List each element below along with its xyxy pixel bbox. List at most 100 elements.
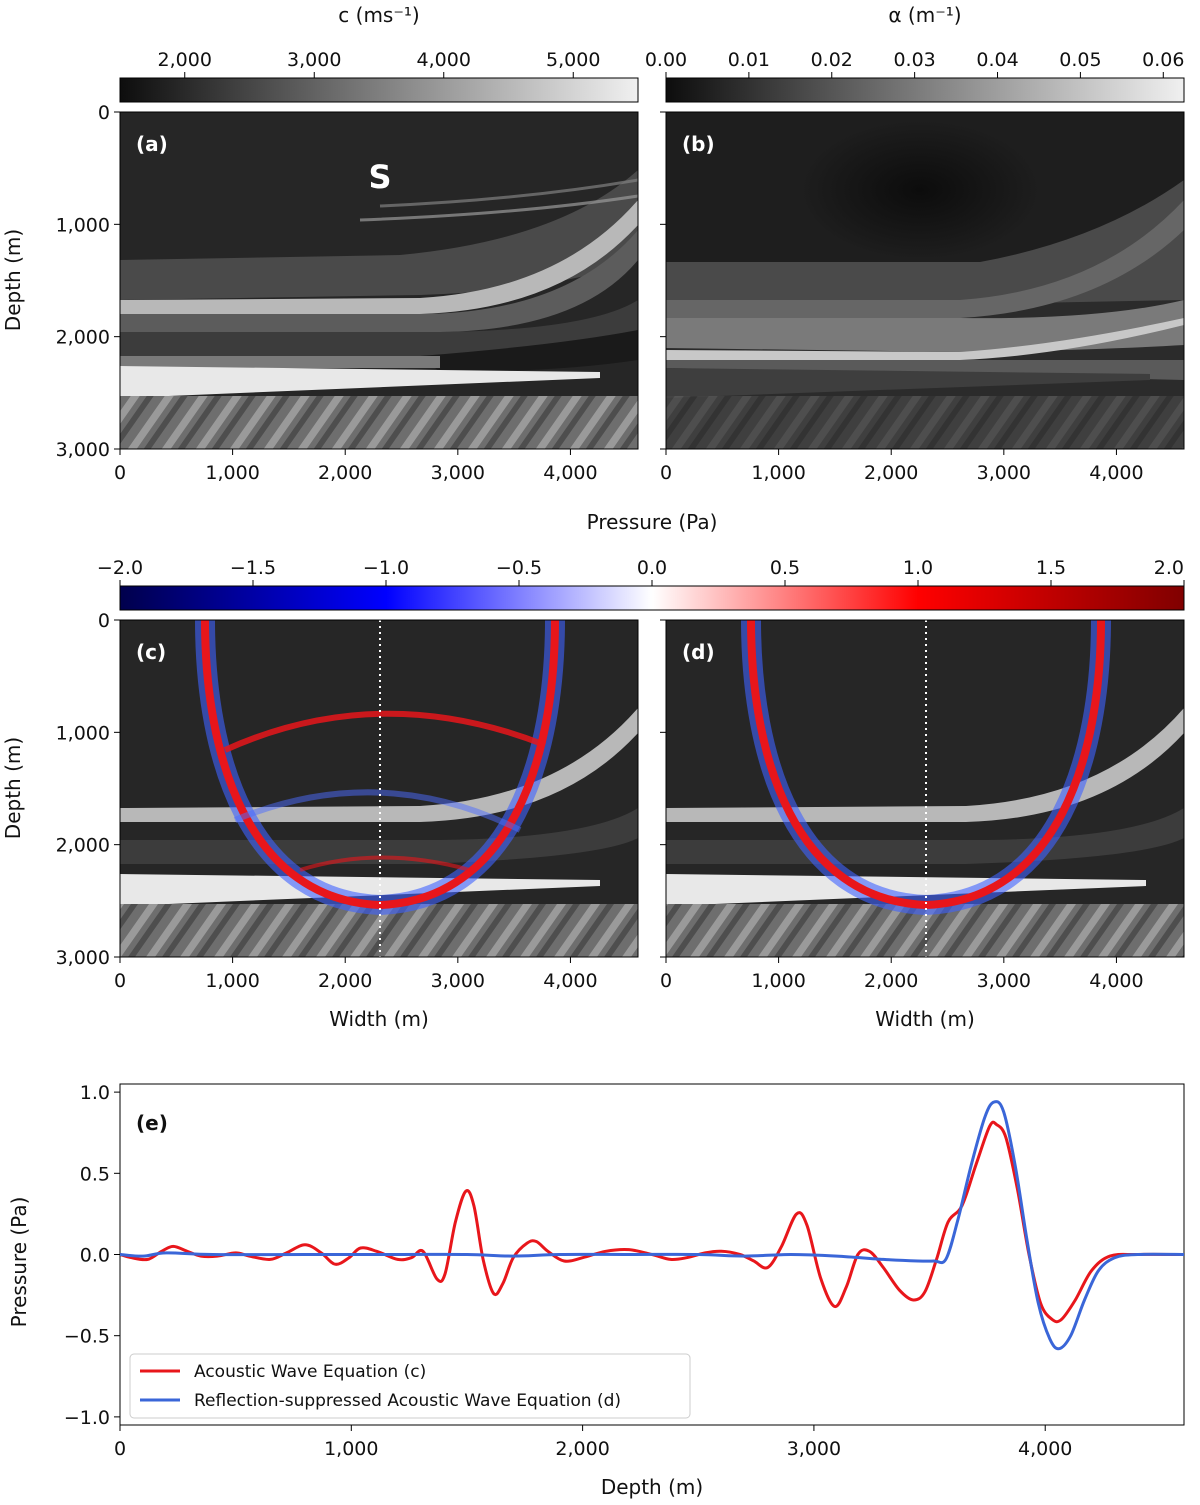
panel-e-xtick-label: 3,000 (787, 1438, 841, 1460)
colorbar-attenuation-tick-label: 0.05 (1059, 49, 1101, 71)
colorbar-velocity-tick-label: 2,000 (158, 49, 212, 71)
panel-c-ytick-label: 0 (98, 610, 110, 632)
panel-a-xtick-label: 3,000 (431, 462, 485, 484)
panel-b-yticks (660, 111, 666, 450)
panel-c-xlabel: Width (m) (329, 1007, 429, 1031)
panel-d-xtick-label: 3,000 (977, 970, 1031, 992)
panel-a-yticks: 0 1,000 2,000 3,000 (56, 102, 120, 461)
panel-e-xticks: 0 1,000 2,000 3,000 4,000 (114, 1425, 1072, 1460)
panel-c-ytick-label: 1,000 (56, 722, 110, 744)
panel-a: (a) S Depth (m) 0 1,000 2,000 3,000 4,000 0 1… (1, 102, 639, 484)
colorbar-pressure-tick-label: 2.0 (1154, 557, 1184, 579)
colorbar-velocity-tick-label: 3,000 (287, 49, 341, 71)
panel-a-xtick-label: 2,000 (318, 462, 372, 484)
panel-e-ytick-label: −1.0 (64, 1407, 110, 1429)
panel-a-ytick-label: 0 (98, 102, 110, 124)
panel-e-xtick-label: 2,000 (555, 1438, 609, 1460)
panel-c-ytick-label: 3,000 (56, 947, 110, 969)
legend-box (129, 1353, 691, 1419)
colorbar-attenuation-tick-label: 0.02 (811, 49, 853, 71)
panel-d: (d) Width (m) 0 1,000 2,000 3,000 4,000 (660, 619, 1185, 1031)
panel-c-xtick-label: 2,000 (318, 970, 372, 992)
colorbar-velocity-ticks: 2,000 3,000 4,000 5,000 (158, 49, 600, 78)
panel-a-xtick-label: 4,000 (543, 462, 597, 484)
panel-d-xtick-label: 1,000 (751, 970, 805, 992)
panel-b: (b) 0 1,000 2,000 3,000 4,000 (660, 111, 1185, 484)
panel-a-ytick-label: 2,000 (56, 327, 110, 349)
attenuation-model-image (666, 112, 1184, 449)
panel-e-ylabel: Pressure (Pa) (7, 1197, 31, 1328)
velocity-model-image (120, 112, 638, 449)
colorbar-pressure-tick-label: 1.0 (903, 557, 933, 579)
colorbar-velocity-tick-label: 5,000 (546, 49, 600, 71)
colorbar-pressure-gradient (119, 585, 1185, 611)
panel-c-xtick-label: 1,000 (205, 970, 259, 992)
panel-b-xtick-label: 4,000 (1089, 462, 1143, 484)
colorbar-attenuation-tick-label: 0.03 (893, 49, 935, 71)
colorbar-velocity: c (ms⁻¹) 2,000 3,000 4,000 5,000 (119, 3, 639, 103)
panel-b-xtick-label: 0 (660, 462, 672, 484)
source-marker: S (368, 158, 391, 196)
panel-e-xtick-label: 1,000 (324, 1438, 378, 1460)
panel-e-yticks: −1.0 −0.5 0.0 0.5 1.0 (64, 1082, 120, 1429)
panel-d-xtick-label: 4,000 (1089, 970, 1143, 992)
legend-entry: Acoustic Wave Equation (c) (194, 1362, 426, 1382)
colorbar-attenuation-tick-label: 0.01 (728, 49, 770, 71)
panel-c-xtick-label: 0 (114, 970, 126, 992)
panel-b-letter: (b) (682, 132, 715, 156)
panel-b-xtick-label: 3,000 (977, 462, 1031, 484)
panel-e-xtick-label: 0 (114, 1438, 126, 1460)
colorbar-pressure-tick-label: 0.5 (770, 557, 800, 579)
panel-a-xticks: 0 1,000 2,000 3,000 4,000 (114, 449, 598, 484)
panel-e-ytick-label: 0.5 (80, 1163, 110, 1185)
colorbar-pressure-tick-label: −1.0 (363, 557, 409, 579)
panel-b-xticks: 0 1,000 2,000 3,000 4,000 (660, 449, 1144, 484)
panel-c-ytick-label: 2,000 (56, 835, 110, 857)
panel-c-ylabel: Depth (m) (1, 737, 25, 839)
panel-e-ytick-label: −0.5 (64, 1326, 110, 1348)
panel-c-xticks: 0 1,000 2,000 3,000 4,000 (114, 957, 598, 992)
panel-e-ytick-label: 1.0 (80, 1082, 110, 1104)
panel-c-xtick-label: 3,000 (431, 970, 485, 992)
panel-a-ylabel: Depth (m) (1, 229, 25, 331)
colorbar-attenuation-tick-label: 0.04 (976, 49, 1018, 71)
colorbar-attenuation-tick-label: 0.06 (1142, 49, 1184, 71)
panel-c-yticks: 0 1,000 2,000 3,000 (56, 610, 120, 969)
panel-e: (e) Pressure (Pa) Depth (m) 0 1,000 2,000 3… (7, 1082, 1185, 1499)
panel-d-xticks: 0 1,000 2,000 3,000 4,000 (660, 957, 1144, 992)
colorbar-attenuation-ticks: 0.00 0.01 0.02 0.03 0.04 0.05 0.06 (645, 49, 1184, 78)
series-line-reflection-suppressed (120, 1100, 1184, 1351)
colorbar-pressure-tick-label: −0.5 (496, 557, 542, 579)
colorbar-attenuation: α (m⁻¹) 0.00 0.01 0.02 0.03 0.04 0.05 0.06 (645, 3, 1185, 103)
panel-e-ytick-label: 0.0 (80, 1245, 110, 1267)
colorbar-pressure-tick-label: −1.5 (230, 557, 276, 579)
panel-d-xtick-label: 2,000 (864, 970, 918, 992)
panel-e-letter: (e) (136, 1111, 168, 1135)
colorbar-pressure-tick-label: 0.0 (637, 557, 667, 579)
panel-b-xtick-label: 1,000 (751, 462, 805, 484)
colorbar-pressure: Pressure (Pa) −2.0 −1.5 −1.0 −0.5 0.0 0.5 1.0 1… (97, 510, 1185, 611)
panel-d-xtick-label: 0 (660, 970, 672, 992)
colorbar-attenuation-gradient (665, 77, 1185, 103)
panel-b-xtick-label: 2,000 (864, 462, 918, 484)
colorbar-velocity-tick-label: 4,000 (417, 49, 471, 71)
colorbar-pressure-tick-label: 1.5 (1036, 557, 1066, 579)
series-line-acoustic (120, 1120, 1184, 1324)
legend-entry: Reflection-suppressed Acoustic Wave Equa… (194, 1391, 621, 1411)
colorbar-pressure-tick-label: −2.0 (97, 557, 143, 579)
colorbar-velocity-gradient (119, 77, 639, 103)
panel-c: (c) Depth (m) Width (m) 0 1,000 2,000 3,000… (1, 610, 639, 1031)
panel-c-xtick-label: 4,000 (543, 970, 597, 992)
wavefield-c-image (120, 620, 638, 957)
colorbar-attenuation-tick-label: 0.00 (645, 49, 687, 71)
panel-c-letter: (c) (136, 640, 166, 664)
colorbar-attenuation-label: α (m⁻¹) (888, 3, 961, 27)
panel-a-ytick-label: 3,000 (56, 439, 110, 461)
panel-d-yticks (660, 619, 666, 958)
wavefield-d-image (666, 620, 1184, 957)
colorbar-pressure-label: Pressure (Pa) (587, 510, 718, 534)
panel-d-letter: (d) (682, 640, 715, 664)
panel-e-series (120, 1100, 1184, 1351)
panel-e-legend: Acoustic Wave Equation (c) Reflection-sup… (129, 1353, 691, 1419)
